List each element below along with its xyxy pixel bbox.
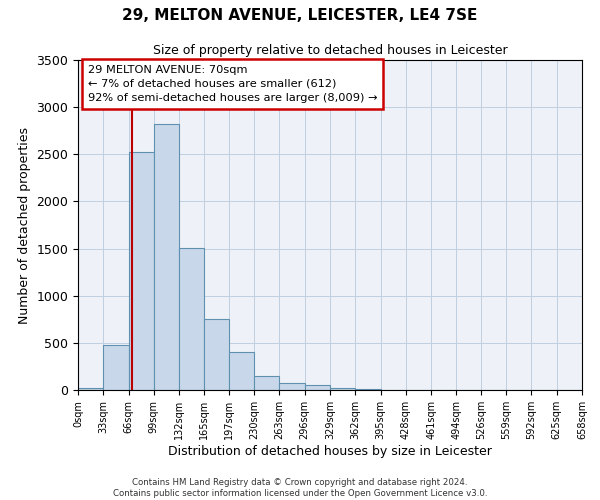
Bar: [205, 319, 229, 390]
Bar: [128, 152, 154, 390]
Bar: [154, 124, 179, 390]
Bar: [78, 388, 103, 390]
X-axis label: Distribution of detached houses by size in Leicester: Distribution of detached houses by size …: [168, 444, 492, 458]
Text: 29 MELTON AVENUE: 70sqm
← 7% of detached houses are smaller (612)
92% of semi-de: 29 MELTON AVENUE: 70sqm ← 7% of detached…: [88, 65, 377, 103]
Bar: [103, 344, 128, 390]
Title: Size of property relative to detached houses in Leicester: Size of property relative to detached ho…: [152, 44, 508, 58]
Text: 29, MELTON AVENUE, LEICESTER, LE4 7SE: 29, MELTON AVENUE, LEICESTER, LE4 7SE: [122, 8, 478, 22]
Bar: [355, 389, 380, 390]
Bar: [305, 386, 330, 390]
Bar: [254, 376, 280, 390]
Bar: [229, 352, 254, 390]
Y-axis label: Number of detached properties: Number of detached properties: [18, 126, 31, 324]
Bar: [280, 383, 305, 390]
Text: Contains HM Land Registry data © Crown copyright and database right 2024.
Contai: Contains HM Land Registry data © Crown c…: [113, 478, 487, 498]
Bar: [330, 388, 355, 390]
Bar: [179, 248, 205, 390]
